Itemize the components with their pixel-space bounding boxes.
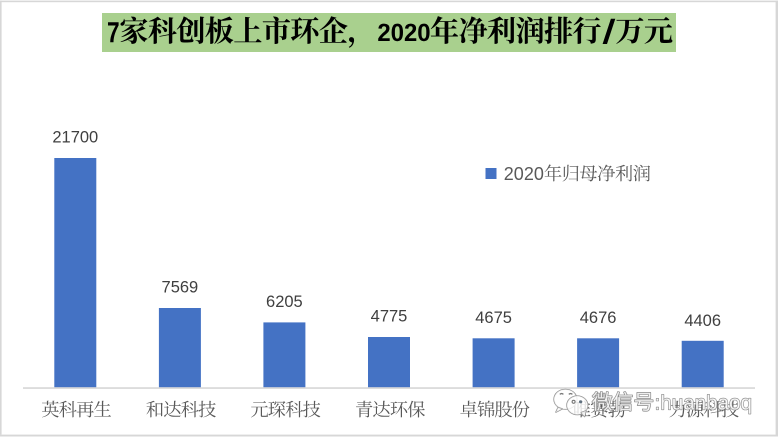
svg-text:7569: 7569 [162,279,199,297]
svg-text:4675: 4675 [475,309,512,327]
svg-text:6205: 6205 [266,293,303,311]
svg-text:21700: 21700 [52,129,98,147]
svg-text:4676: 4676 [580,309,617,327]
svg-text:4406: 4406 [684,312,721,330]
svg-text:2020: 2020 [504,164,544,184]
svg-text:4775: 4775 [371,308,408,326]
